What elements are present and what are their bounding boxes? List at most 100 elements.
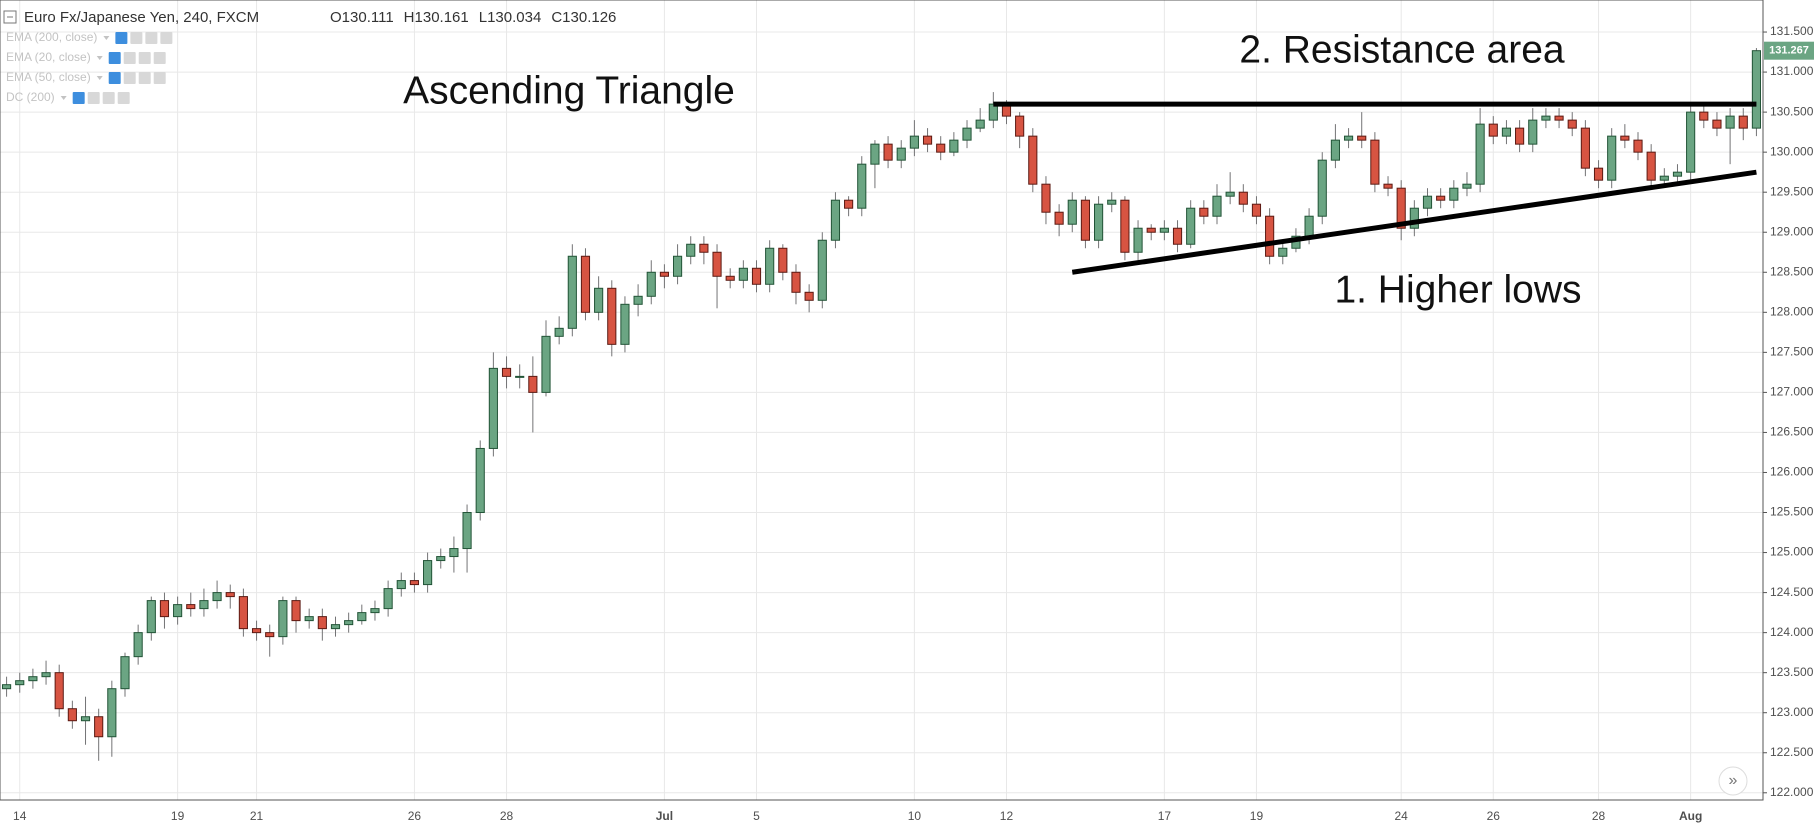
indicator-control[interactable] xyxy=(138,72,151,84)
candle-body xyxy=(357,612,367,622)
candle-body xyxy=(844,199,854,209)
candle-body xyxy=(1422,195,1433,209)
candle-body xyxy=(1330,139,1340,161)
candle-body xyxy=(1449,187,1459,201)
candle-body xyxy=(725,275,735,281)
indicator-name: EMA (20, close) xyxy=(6,50,91,64)
candle-body xyxy=(528,375,538,393)
candle-body xyxy=(633,295,643,305)
x-tick-label: 28 xyxy=(1592,809,1606,823)
indicator-visibility[interactable] xyxy=(108,52,121,64)
indicator-visibility[interactable] xyxy=(108,72,121,84)
scroll-icon: » xyxy=(1729,772,1738,789)
indicator-control[interactable] xyxy=(138,52,151,64)
candle-body xyxy=(1501,127,1512,137)
candle-body xyxy=(1462,183,1472,189)
indicator-control[interactable] xyxy=(102,92,115,104)
candle-body xyxy=(1304,215,1314,237)
candle-body xyxy=(1186,207,1196,245)
candle-body xyxy=(501,367,512,377)
candle-body xyxy=(488,367,498,449)
candle-body xyxy=(238,596,248,630)
symbol-title: Euro Fx/Japanese Yen, 240, FXCM xyxy=(24,9,259,26)
candle-body xyxy=(449,548,459,558)
candle-body xyxy=(1265,215,1275,257)
candle-body xyxy=(1133,227,1143,253)
y-tick-label: 125.000 xyxy=(1770,545,1814,559)
candle-body xyxy=(475,447,485,514)
ohlc-key: C xyxy=(551,9,562,26)
candle-body xyxy=(1725,115,1735,129)
candle-body xyxy=(1541,115,1551,121)
candle-body xyxy=(1633,139,1643,153)
ohlc-key: H xyxy=(404,9,415,26)
candle-body xyxy=(620,303,630,345)
candle-body xyxy=(1041,183,1051,213)
indicator-control[interactable] xyxy=(123,52,136,64)
indicator-control[interactable] xyxy=(123,72,136,84)
annotation: Ascending Triangle xyxy=(403,69,735,112)
candle-body xyxy=(251,628,262,634)
indicator-control[interactable] xyxy=(145,32,158,44)
candle-body xyxy=(1567,119,1577,129)
y-tick-label: 127.500 xyxy=(1770,345,1814,359)
indicator-control[interactable] xyxy=(153,72,166,84)
ohlc-value: 130.111 xyxy=(342,9,394,26)
indicator-menu xyxy=(103,36,110,40)
candle-body xyxy=(659,271,669,277)
candle-body xyxy=(804,291,814,301)
y-tick-label: 125.500 xyxy=(1770,505,1814,519)
candle-body xyxy=(896,147,906,161)
candle-body xyxy=(1646,151,1656,181)
x-tick-label: 5 xyxy=(753,809,760,823)
indicator-visibility[interactable] xyxy=(72,92,85,104)
candle-body xyxy=(1409,207,1419,229)
y-tick-label: 124.500 xyxy=(1770,585,1814,599)
candle-body xyxy=(436,556,446,562)
y-tick-label: 130.500 xyxy=(1770,104,1814,118)
candle-body xyxy=(1580,127,1590,169)
candle-body xyxy=(344,620,354,626)
x-tick-label: 19 xyxy=(1250,809,1264,823)
candle-body xyxy=(212,592,222,602)
candle-body xyxy=(1738,115,1748,129)
scroll-button[interactable] xyxy=(1718,766,1748,796)
ohlc-value: 130.126 xyxy=(562,9,616,26)
candle-body xyxy=(1436,195,1446,201)
candle-body xyxy=(67,708,77,722)
y-tick-label: 122.500 xyxy=(1770,745,1814,759)
candle-body xyxy=(712,251,722,277)
candle-body xyxy=(554,327,564,337)
candle-body xyxy=(1054,211,1064,225)
indicator-control[interactable] xyxy=(87,92,100,104)
indicator-control[interactable] xyxy=(130,32,143,44)
indicator-control[interactable] xyxy=(117,92,130,104)
candle-body xyxy=(791,271,801,293)
candle-body xyxy=(1343,135,1354,141)
candle-body xyxy=(857,163,867,209)
candle-body xyxy=(107,688,117,738)
candle-body xyxy=(317,616,327,630)
x-tick-label: 17 xyxy=(1158,809,1172,823)
indicator-visibility[interactable] xyxy=(115,32,128,44)
candle-body xyxy=(291,600,301,622)
candle-body xyxy=(28,676,38,682)
candle-body xyxy=(1251,203,1262,217)
candle-body xyxy=(1107,199,1117,205)
trend-line xyxy=(1071,169,1757,275)
y-tick-label: 124.000 xyxy=(1770,625,1814,639)
indicator-control[interactable] xyxy=(160,32,173,44)
x-tick-label: Aug xyxy=(1679,809,1702,823)
candle-body xyxy=(607,287,617,345)
y-tick-label: 131.500 xyxy=(1770,24,1814,38)
candle-body xyxy=(883,143,893,161)
indicator-control[interactable] xyxy=(153,52,166,64)
last-price-tag xyxy=(1764,41,1814,60)
candle-body xyxy=(133,632,143,658)
candle-body xyxy=(225,592,235,598)
candle-body xyxy=(1357,135,1367,141)
candle-body xyxy=(936,143,946,153)
plot-border xyxy=(0,0,1764,801)
candle-body xyxy=(1080,199,1091,241)
candle-body xyxy=(1199,207,1209,217)
